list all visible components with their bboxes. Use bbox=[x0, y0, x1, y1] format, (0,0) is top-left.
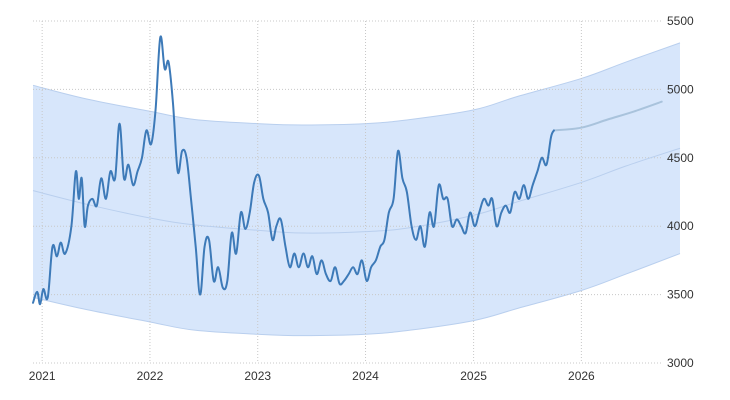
y-tick-label: 5500 bbox=[667, 14, 694, 28]
x-tick-label: 2026 bbox=[568, 369, 595, 383]
forecast-line bbox=[552, 100, 663, 132]
y-tick-label: 4500 bbox=[667, 151, 694, 165]
y-tick-label: 5000 bbox=[667, 82, 694, 96]
x-tick-label: 2022 bbox=[137, 369, 164, 383]
grid-layer bbox=[33, 20, 662, 364]
y-tick-label: 4000 bbox=[667, 219, 694, 233]
confidence-band bbox=[33, 42, 681, 336]
x-tick-label: 2024 bbox=[352, 369, 379, 383]
y-tick-label: 3000 bbox=[667, 356, 694, 370]
x-tick-label: 2023 bbox=[244, 369, 271, 383]
series-layer bbox=[32, 35, 681, 306]
x-tick-label: 2025 bbox=[460, 369, 487, 383]
historical-line bbox=[32, 35, 555, 306]
x-tick-label: 2021 bbox=[29, 369, 56, 383]
confidence-band-layer bbox=[32, 42, 681, 337]
tick-label-layer: 2021 2022 2023 2024 2025 2026 3000 3500 4000 4500… bbox=[29, 14, 694, 383]
y-tick-label: 3500 bbox=[667, 288, 694, 302]
trend-line bbox=[32, 147, 681, 234]
